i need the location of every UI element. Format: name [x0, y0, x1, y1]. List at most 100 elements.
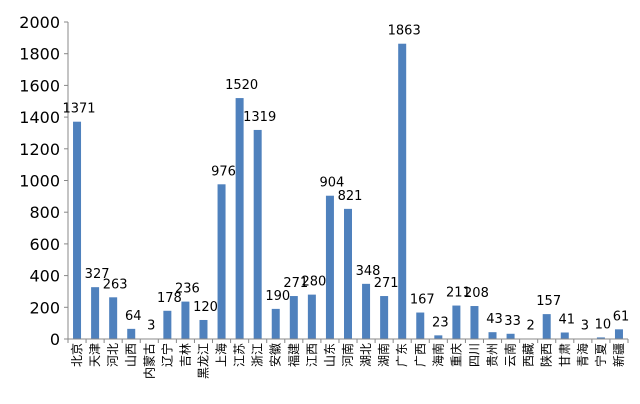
x-tick-label: 广东: [395, 343, 409, 367]
x-tick-label: 北京: [70, 343, 84, 367]
bar: [542, 314, 551, 339]
x-tick-label: 江西: [305, 343, 319, 367]
data-label: 190: [265, 289, 290, 304]
bar: [271, 308, 280, 339]
x-tick-label: 西藏: [522, 343, 536, 367]
data-label: 1520: [225, 78, 258, 93]
x-tick-label: 内蒙古: [141, 343, 156, 379]
x-tick-label: 甘肃: [558, 343, 572, 367]
data-label: 263: [103, 277, 128, 292]
x-tick-label: 浙江: [251, 343, 265, 367]
x-tick-label: 湖北: [358, 343, 373, 367]
bar: [91, 287, 100, 339]
data-label: 23: [432, 315, 449, 330]
x-tick-label: 新疆: [611, 343, 626, 367]
data-label: 976: [211, 164, 236, 179]
bar: [488, 332, 497, 339]
bar: [181, 301, 190, 339]
data-label: 211: [446, 286, 471, 301]
x-tick-label: 河北: [106, 343, 120, 367]
bar: [614, 329, 623, 339]
bar: [217, 184, 226, 339]
x-axis: 北京 天津 河北 山西 内蒙古 辽宁 吉林 黑龙江 上海 江苏 浙江 安徽 福建 江西 山东 河南 湖北 湖南 广东…: [67, 338, 629, 379]
data-label: 2: [527, 319, 535, 334]
data-label: 904: [320, 176, 345, 191]
bar: [109, 297, 118, 339]
y-tick-label: 800: [29, 203, 60, 222]
bar: [289, 296, 298, 339]
x-tick-label: 四川: [467, 343, 481, 367]
y-tick-label: 400: [29, 267, 60, 286]
data-label: 1863: [388, 24, 421, 39]
bar: [199, 319, 208, 339]
data-label: 1319: [243, 110, 276, 125]
x-tick-label: 广西: [413, 343, 427, 367]
data-label: 178: [157, 291, 182, 306]
bar: [73, 121, 82, 339]
x-tick-label: 陕西: [539, 343, 554, 367]
x-tick-label: 福建: [286, 343, 301, 367]
y-axis: 0 200 400 600 800 1000 1200 1400 1600 1800 2000: [19, 13, 69, 349]
y-tick-label: 1600: [19, 76, 60, 95]
bar: [416, 312, 425, 339]
data-label: 208: [464, 286, 489, 301]
bar: [344, 208, 352, 339]
data-label: 10: [595, 317, 612, 332]
bar: [163, 310, 172, 339]
data-label: 280: [301, 275, 326, 290]
x-tick-label: 安徽: [268, 343, 283, 367]
data-label: 821: [338, 189, 363, 204]
x-tick-label: 河南: [340, 343, 355, 367]
y-tick-label: 200: [29, 298, 60, 317]
y-tick-label: 1000: [19, 172, 60, 191]
x-tick-label: 上海: [214, 343, 229, 367]
bar: [127, 328, 136, 339]
data-label: 327: [85, 267, 110, 282]
bar: [470, 306, 479, 339]
bar: [253, 129, 262, 339]
bar: [398, 43, 407, 339]
data-label: 33: [504, 314, 521, 329]
data-label: 41: [559, 313, 576, 328]
data-label: 43: [486, 312, 503, 327]
x-tick-label: 重庆: [449, 343, 463, 367]
x-tick-label: 宁夏: [593, 343, 608, 367]
data-label: 61: [613, 309, 630, 324]
bar: [452, 305, 461, 339]
x-tick-label: 青海: [575, 343, 590, 367]
x-tick-label: 贵州: [486, 343, 500, 367]
data-labels: 1371327263643178236120976152013191902712…: [62, 24, 629, 334]
x-tick-label: 山东: [323, 343, 337, 367]
bar: [596, 337, 605, 339]
data-label: 3: [147, 319, 155, 334]
bar: [434, 335, 443, 339]
data-label: 271: [374, 276, 399, 291]
x-tick-label: 湖南: [376, 343, 391, 367]
x-tick-label: 云南: [503, 343, 518, 367]
x-tick-label: 辽宁: [159, 343, 174, 367]
y-tick-label: 1400: [19, 108, 60, 127]
y-tick-label: 1200: [19, 140, 60, 159]
x-tick-label: 江苏: [233, 343, 247, 367]
data-label: 3: [581, 319, 589, 334]
x-tick-label: 天津: [88, 343, 102, 367]
y-tick-label: 2000: [19, 13, 60, 32]
data-label: 64: [125, 309, 142, 324]
data-label: 348: [356, 264, 381, 279]
x-tick-label: 海南: [430, 343, 445, 367]
data-label: 167: [410, 293, 435, 308]
bar: [307, 294, 316, 339]
x-tick-label: 黑龙江: [196, 343, 210, 379]
bar: [506, 333, 515, 339]
bar: [380, 296, 389, 339]
data-label: 157: [536, 294, 561, 309]
bar: [560, 332, 569, 339]
bar: [235, 98, 244, 339]
data-label: 120: [193, 300, 218, 315]
y-tick-label: 0: [50, 330, 60, 349]
x-tick-label: 吉林: [178, 343, 192, 367]
data-label: 271: [283, 276, 308, 291]
bar: [325, 195, 334, 339]
y-tick-label: 1800: [19, 45, 60, 64]
